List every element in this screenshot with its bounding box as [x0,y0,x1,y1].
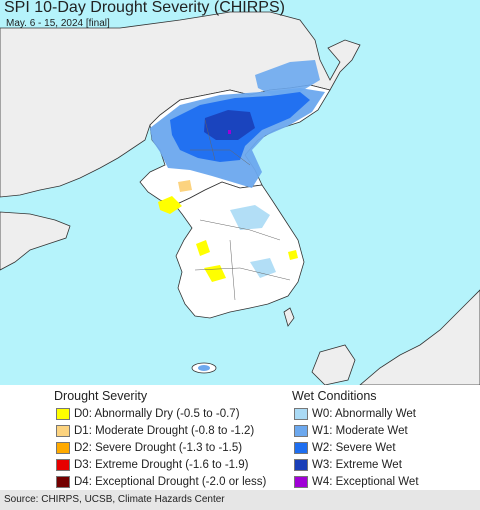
land-south-korea [174,181,305,319]
legend-item-d3: D3: Extreme Drought (-1.6 to -1.9) [56,458,248,472]
dry-d0-patch-2 [196,240,210,256]
legend-item-d4: D4: Exceptional Drought (-2.0 or less) [56,475,266,489]
legend-item-d0: D0: Abnormally Dry (-0.5 to -0.7) [56,407,240,421]
swatch-w1 [294,425,308,437]
legend-item-d1: D1: Moderate Drought (-0.8 to -1.2) [56,424,254,438]
legend-item-w0: W0: Abnormally Wet [294,407,416,421]
swatch-d2 [56,442,70,454]
swatch-d0 [56,408,70,420]
legend-label-d4: D4: Exceptional Drought (-2.0 or less) [74,476,267,488]
map-subtitle: May. 6 - 15, 2024 [final] [6,18,110,29]
wet-w0-south2 [250,258,276,278]
legend-label-w3: W3: Extreme Wet [312,459,402,471]
swatch-w3 [294,459,308,471]
swatch-d4 [56,476,70,488]
legend-item-d2: D2: Severe Drought (-1.3 to -1.5) [56,441,242,455]
swatch-w2 [294,442,308,454]
legend-label-d1: D1: Moderate Drought (-0.8 to -1.2) [74,425,255,437]
legend-label-d0: D0: Abnormally Dry (-0.5 to -0.7) [74,408,240,420]
source-credit: Source: CHIRPS, UCSB, Climate Hazards Ce… [4,494,225,505]
land-japan [359,289,480,385]
province-borders [190,119,291,301]
legend-label-d3: D3: Extreme Drought (-1.6 to -1.9) [74,459,249,471]
wet-w3-patch [204,110,255,140]
land-tsushima [283,307,295,327]
drought-legend-heading: Drought Severity [54,389,148,403]
land-kyushu [311,344,356,385]
drought-map [0,0,480,385]
legend-item-w3: W3: Extreme Wet [294,458,402,472]
footer: Source: CHIRPS, UCSB, Climate Hazards Ce… [0,490,480,510]
legend-label-w1: W1: Moderate Wet [312,425,408,437]
legend-item-w2: W2: Severe Wet [294,441,396,455]
swatch-d1 [56,425,70,437]
swatch-w4 [294,476,308,488]
dry-d1-patch-1 [178,180,192,192]
legend-item-w1: W1: Moderate Wet [294,424,408,438]
wet-w1-patch-north [255,60,320,95]
legend-label-w4: W4: Exceptional Wet [312,476,419,488]
wet-legend-heading: Wet Conditions [292,389,377,403]
legend-label-w0: W0: Abnormally Wet [312,408,416,420]
wet-w4-spot [228,130,231,134]
legend-item-w4: W4: Exceptional Wet [294,475,419,489]
swatch-w0 [294,408,308,420]
dry-d0-patch-4 [288,250,298,260]
wet-w0-south [230,205,270,230]
swatch-d3 [56,459,70,471]
wet-w1-jeju [198,365,210,371]
legend: Drought Severity Wet Conditions D0: Abno… [0,385,480,490]
dry-d0-patch-1 [158,196,182,214]
land-shandong [0,211,71,271]
map-title: SPI 10-Day Drought Severity (CHIRPS) [4,0,285,16]
legend-label-d2: D2: Severe Drought (-1.3 to -1.5) [74,442,243,454]
legend-label-w2: W2: Severe Wet [312,442,396,454]
